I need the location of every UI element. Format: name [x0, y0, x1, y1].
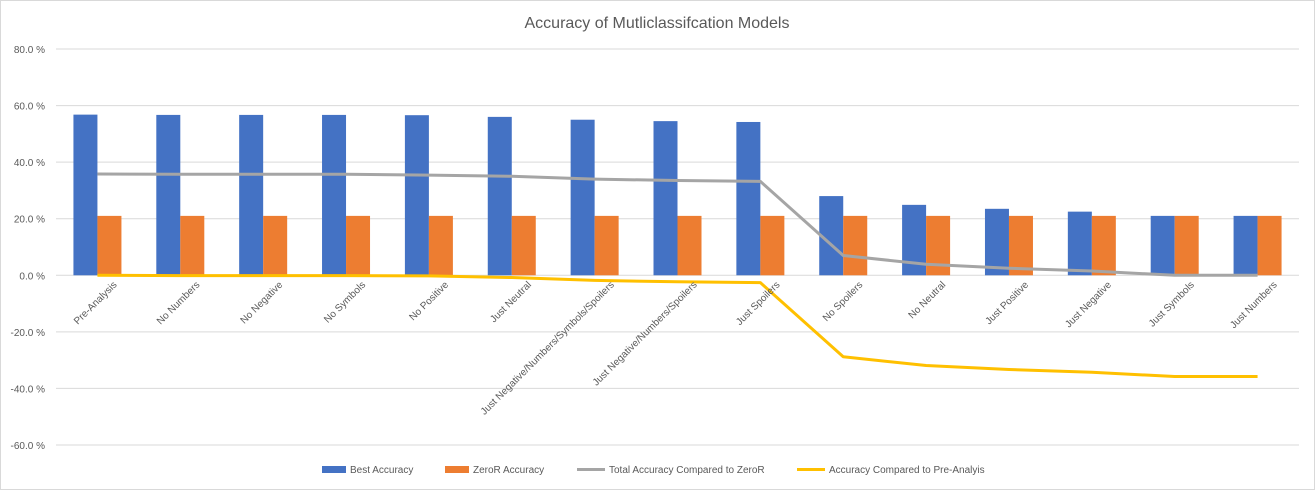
- bar-zeror-accuracy: [760, 215, 785, 276]
- bar-best-accuracy: [736, 121, 761, 276]
- category-label: No Negative: [239, 279, 286, 326]
- line-accuracy-compared-to-pre-analyis: [97, 273, 1258, 379]
- bar-best-accuracy: [653, 121, 678, 276]
- legend: Best Accuracy ZeroR Accuracy Total Accurac…: [322, 465, 985, 476]
- bar-best-accuracy: [570, 119, 595, 276]
- category-label: No Positive: [407, 279, 451, 323]
- category-label: No Numbers: [155, 280, 202, 327]
- bars: [73, 114, 1282, 276]
- legend-label: Best Accuracy: [350, 465, 413, 476]
- bar-best-accuracy: [239, 114, 264, 276]
- bar-zeror-accuracy: [1174, 215, 1199, 276]
- y-tick-label: 40.0 %: [14, 158, 45, 169]
- y-axis-ticks: -60.0 % -40.0 % -20.0 % 0.0 % 20.0 % 40.0 % 60…: [11, 45, 46, 452]
- y-tick-label: 80.0 %: [14, 45, 45, 56]
- bar-zeror-accuracy: [1091, 215, 1116, 276]
- y-tick-label: -40.0 %: [11, 384, 46, 395]
- y-tick-label: 60.0 %: [14, 102, 45, 113]
- legend-item: Total Accuracy Compared to ZeroR: [577, 465, 765, 476]
- legend-swatch: [322, 466, 346, 473]
- bar-zeror-accuracy: [1008, 215, 1033, 276]
- category-label: No Spoilers: [821, 280, 865, 324]
- bar-zeror-accuracy: [1257, 215, 1282, 276]
- legend-label: Total Accuracy Compared to ZeroR: [609, 465, 765, 476]
- bar-best-accuracy: [1233, 215, 1258, 276]
- category-label: Just Numbers: [1228, 280, 1279, 331]
- bar-best-accuracy: [322, 114, 347, 276]
- bar-zeror-accuracy: [97, 215, 122, 276]
- y-tick-label: -20.0 %: [11, 328, 46, 339]
- legend-swatch: [445, 466, 469, 473]
- chart-title: Accuracy of Mutliclassifcation Models: [525, 15, 790, 32]
- legend-label: Accuracy Compared to Pre-Analyis: [829, 465, 985, 476]
- y-tick-label: 0.0 %: [19, 271, 45, 282]
- category-label: Just Negative: [1063, 279, 1114, 330]
- line-total-accuracy-compared-to-zeror: [97, 172, 1258, 277]
- bar-best-accuracy: [156, 114, 181, 276]
- category-label: Just Symbols: [1147, 280, 1197, 330]
- bar-zeror-accuracy: [346, 215, 371, 276]
- category-label: Just Neutral: [488, 280, 534, 326]
- category-label: No Symbols: [322, 280, 368, 326]
- bar-zeror-accuracy: [677, 215, 702, 276]
- category-label: No Neutral: [907, 280, 949, 322]
- category-label: Just Positive: [984, 279, 1032, 327]
- category-label: Pre-Analysis: [72, 280, 119, 327]
- bar-zeror-accuracy: [180, 215, 205, 276]
- legend-item: Accuracy Compared to Pre-Analyis: [797, 465, 985, 476]
- bar-best-accuracy: [404, 115, 429, 276]
- legend-item: ZeroR Accuracy: [445, 465, 544, 476]
- legend-label: ZeroR Accuracy: [473, 465, 544, 476]
- bar-best-accuracy: [1150, 215, 1175, 276]
- bar-best-accuracy: [73, 114, 98, 276]
- category-label: Just Negative/Numbers/Symbols/Spoilers: [479, 280, 617, 418]
- bar-zeror-accuracy: [511, 215, 536, 276]
- bar-zeror-accuracy: [594, 215, 619, 276]
- y-tick-label: 20.0 %: [14, 215, 45, 226]
- y-tick-label: -60.0 %: [11, 441, 46, 452]
- legend-item: Best Accuracy: [322, 465, 413, 476]
- bar-best-accuracy: [487, 116, 512, 276]
- bar-zeror-accuracy: [843, 215, 868, 276]
- bar-best-accuracy: [1067, 211, 1092, 276]
- lines: [97, 172, 1258, 379]
- bar-best-accuracy: [984, 208, 1009, 276]
- bar-zeror-accuracy: [428, 215, 453, 276]
- category-labels: Pre-Analysis No Numbers No Negative No Symb…: [72, 279, 1280, 417]
- bar-zeror-accuracy: [263, 215, 288, 276]
- category-label: Just Spoilers: [734, 280, 782, 328]
